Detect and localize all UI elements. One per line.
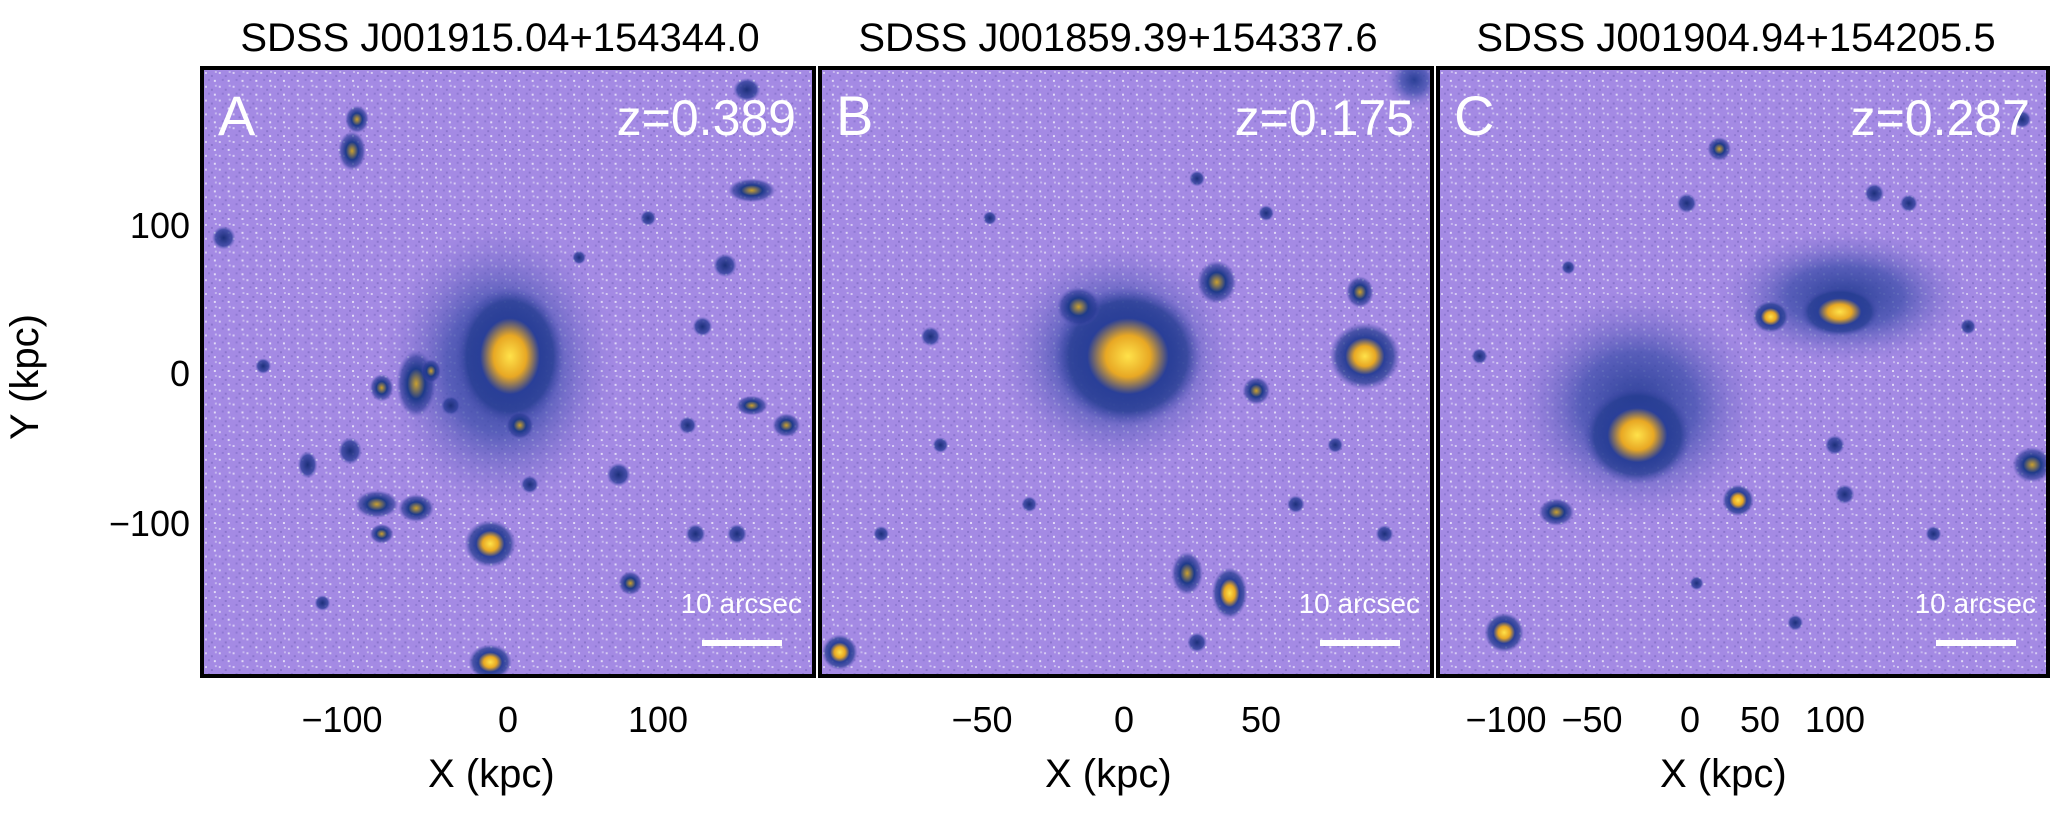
panel-b-image: B z=0.175 10 arcsec: [818, 66, 1434, 678]
galaxy-field-image-a: [204, 70, 812, 674]
x-axis-title: X (kpc): [1045, 752, 1172, 796]
panel-letter: C: [1454, 84, 1495, 147]
panel-b-title: SDSS J001859.39+154337.6: [858, 16, 1378, 60]
redshift-label: z=0.287: [1850, 90, 2030, 146]
scale-bar-label: 10 arcsec: [1914, 588, 2036, 619]
y-tick-label: 0: [169, 353, 190, 394]
redshift-label: z=0.175: [1234, 90, 1414, 146]
scale-bar: [1936, 640, 2016, 646]
x-tick-label: 100: [1804, 699, 1866, 740]
x-axis-title: X (kpc): [428, 752, 555, 796]
x-tick-label: 50: [1739, 699, 1781, 740]
panel-c-image: C z=0.287 10 arcsec: [1436, 66, 2050, 678]
x-tick-label: −100: [301, 699, 383, 740]
x-axis-title: X (kpc): [1660, 752, 1787, 796]
scale-bar-label: 10 arcsec: [680, 588, 802, 619]
galaxy-field-image-c: [1440, 70, 2046, 674]
x-tick-label: 50: [1240, 699, 1282, 740]
y-tick-label: 100: [129, 205, 190, 246]
scale-bar: [702, 640, 782, 646]
panel-c-title: SDSS J001904.94+154205.5: [1476, 16, 1996, 60]
x-tick-label: −50: [1561, 699, 1623, 740]
x-tick-label: 0: [1113, 699, 1135, 740]
panel-letter: B: [836, 84, 874, 147]
x-tick-label: 100: [627, 699, 689, 740]
scale-bar-label: 10 arcsec: [1298, 588, 1420, 619]
x-tick-label: −50: [951, 699, 1013, 740]
panel-a-title: SDSS J001915.04+154344.0: [240, 16, 760, 60]
scale-bar: [1320, 640, 1400, 646]
galaxy-field-image-b: [822, 70, 1430, 674]
x-tick-label: 0: [497, 699, 519, 740]
redshift-label: z=0.389: [616, 90, 796, 146]
y-axis-title: Y (kpc): [3, 314, 47, 440]
x-tick-label: −100: [1465, 699, 1547, 740]
panel-a-image: A z=0.389 10 arcsec: [200, 66, 816, 678]
y-tick-label: −100: [108, 503, 190, 544]
x-tick-label: 0: [1679, 699, 1701, 740]
panel-letter: A: [218, 84, 256, 147]
